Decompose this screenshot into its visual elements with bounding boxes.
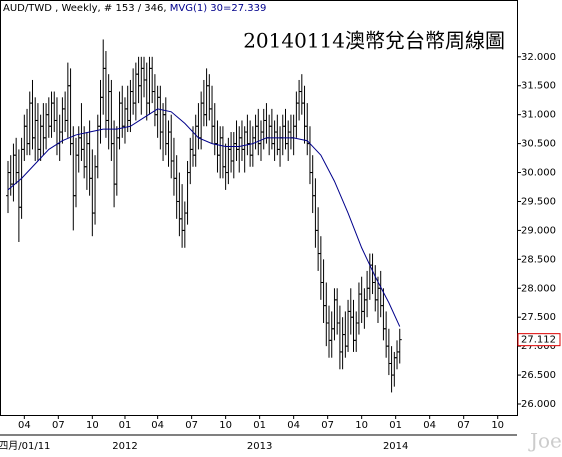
- year-label: 四月/01/11: [0, 440, 50, 452]
- x-tick-label: 10: [355, 420, 368, 431]
- year-label: 2013: [247, 441, 272, 452]
- y-tick-label: 31.000: [521, 110, 556, 121]
- x-tick-label: 04: [18, 420, 31, 431]
- moving-average: [7, 108, 401, 327]
- watermark: Joe: [528, 429, 562, 453]
- x-tick-label: 07: [457, 420, 470, 431]
- y-tick-label: 26.500: [521, 370, 556, 381]
- header-symbol: AUD/TWD , Weekly, # 153 / 346,: [3, 3, 170, 14]
- x-tick-label: 10: [86, 420, 99, 431]
- chart-title: 20140114澳幣兌台幣周線圖: [243, 29, 505, 53]
- year-label: 2014: [383, 441, 408, 452]
- y-tick-label: 29.500: [521, 196, 556, 207]
- last-price-box: [517, 333, 561, 347]
- x-tick-label: 01: [389, 420, 402, 431]
- x-tick-label: 10: [491, 420, 504, 431]
- plot-frame: [0, 0, 518, 416]
- last-price-label: 27.112: [521, 335, 556, 346]
- y-tick-label: 30.500: [521, 139, 556, 150]
- x-tick-label: 07: [52, 420, 65, 431]
- year-label: 2012: [112, 441, 137, 452]
- x-tick-label: 04: [151, 420, 164, 431]
- x-tick-label: 04: [287, 420, 300, 431]
- x-tick-label: 07: [185, 420, 198, 431]
- y-tick-label: 31.500: [521, 81, 556, 92]
- y-tick-label: 28.500: [521, 254, 556, 265]
- x-tick-label: 01: [119, 420, 132, 431]
- y-tick-label: 30.000: [521, 168, 556, 179]
- x-tick-label: 04: [423, 420, 436, 431]
- y-tick-label: 26.000: [521, 399, 556, 410]
- y-tick-label: 27.500: [521, 312, 556, 323]
- y-tick-label: 32.000: [521, 52, 556, 63]
- y-tick-label: 28.000: [521, 283, 556, 294]
- x-tick-label: 01: [253, 420, 266, 431]
- y-tick-label: 27.000: [521, 341, 556, 352]
- y-tick-label: 29.000: [521, 225, 556, 236]
- x-tick-label: 10: [219, 420, 232, 431]
- ma-label: MVG(1) 30=27.339: [170, 3, 267, 14]
- header: AUD/TWD , Weekly, # 153 / 346, MVG(1) 30…: [3, 3, 266, 14]
- x-tick-label: 07: [321, 420, 334, 431]
